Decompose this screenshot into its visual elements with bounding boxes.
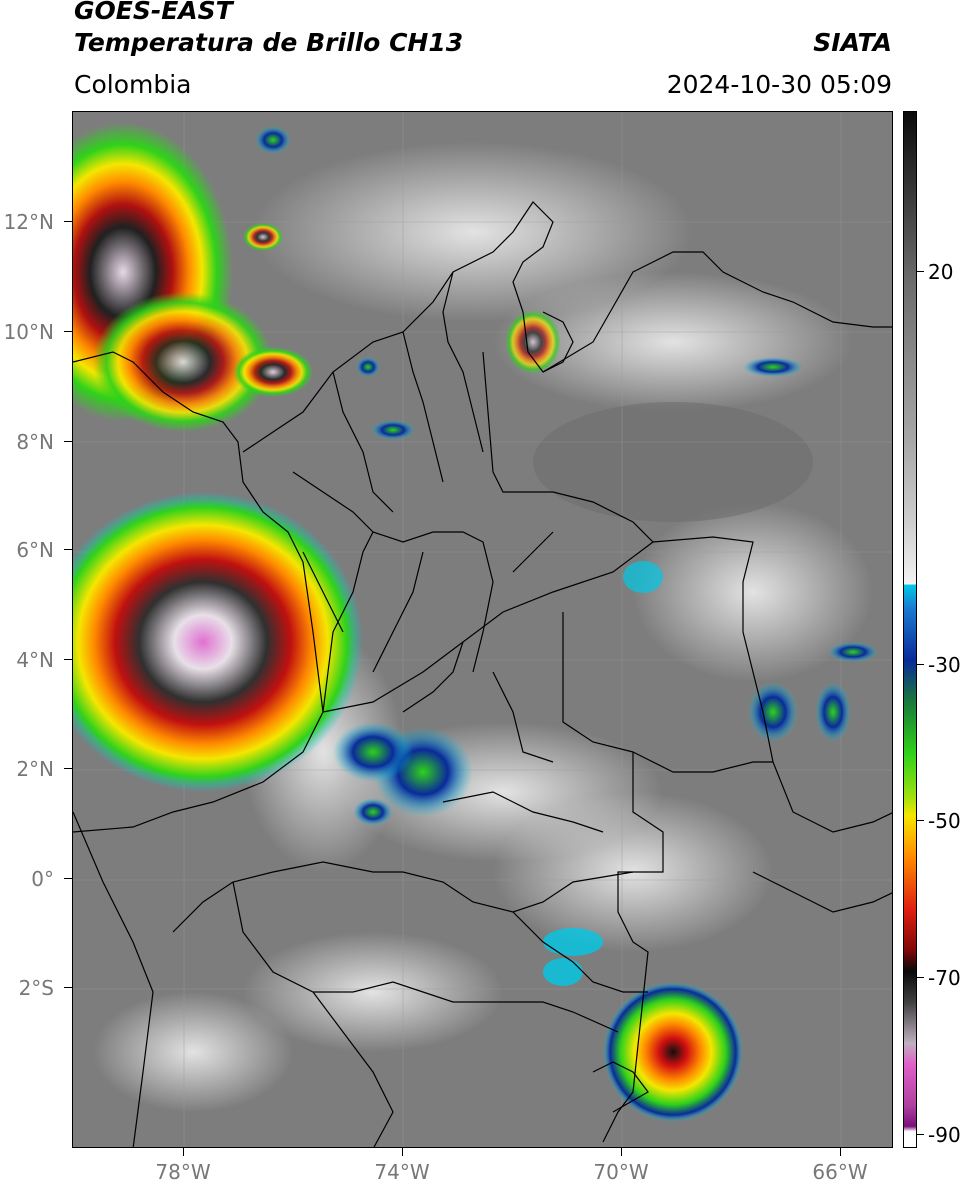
lat-label-8n: 8°N: [16, 430, 54, 454]
storm-cell: [243, 223, 283, 251]
lat-label-4n: 4°N: [16, 648, 54, 672]
storm-cell: [815, 682, 851, 742]
storm-cell: [255, 126, 291, 154]
colorbar-tick: [917, 664, 924, 665]
storm-cell: [333, 722, 413, 782]
colorbar-tick: [917, 1134, 924, 1135]
lat-tick: [64, 549, 72, 550]
lat-label-2n: 2°N: [16, 757, 54, 781]
cloud-band: [243, 932, 503, 1052]
product-title: Temperatura de Brillo CH13: [74, 28, 464, 57]
lon-label-70w: 70°W: [593, 1160, 649, 1184]
cloud-band: [493, 272, 853, 412]
lat-label-6n: 6°N: [16, 538, 54, 562]
lat-tick: [64, 221, 72, 222]
cloud-band: [253, 142, 693, 322]
lon-tick: [621, 1148, 622, 1156]
timestamp-label: 2024-10-30 05:09: [666, 70, 892, 99]
lat-tick: [64, 659, 72, 660]
colorbar-label-neg90: -90: [928, 1123, 961, 1147]
satellite-title: GOES-EAST: [74, 0, 233, 25]
storm-guajira: [505, 310, 561, 374]
colorbar-label-neg30: -30: [928, 653, 961, 677]
storm-cell: [748, 682, 798, 742]
colorbar-label-neg70: -70: [928, 966, 961, 990]
clear-patch: [533, 402, 813, 522]
lat-label-10n: 10°N: [3, 320, 54, 344]
storm-amazon: [603, 982, 743, 1122]
colorbar-tick: [917, 977, 924, 978]
storm-cell: [828, 642, 878, 662]
lat-tick: [64, 987, 72, 988]
region-label: Colombia: [74, 70, 192, 99]
storm-cell: [543, 958, 583, 986]
borders: [73, 201, 892, 1147]
lat-label-0: 0°: [31, 867, 54, 891]
lon-label-78w: 78°W: [155, 1160, 211, 1184]
storm-cell: [543, 928, 603, 956]
lon-label-74w: 74°W: [374, 1160, 430, 1184]
colorbar-tick: [917, 820, 924, 821]
lon-tick: [402, 1148, 403, 1156]
lat-tick: [64, 878, 72, 879]
cloud-band: [93, 992, 293, 1112]
lon-label-66w: 66°W: [812, 1160, 868, 1184]
colorbar-label-20: 20: [928, 260, 954, 284]
storm-caribbean-sw: [93, 292, 273, 432]
brand-label: SIATA: [813, 28, 892, 57]
lon-tick: [840, 1148, 841, 1156]
lat-tick: [64, 768, 72, 769]
storm-cell: [353, 798, 393, 826]
storm-cell: [233, 347, 313, 397]
temperature-colorbar: [903, 111, 917, 1148]
map-canvas: [73, 112, 892, 1147]
storm-pacific: [73, 492, 363, 792]
colorbar-tick: [917, 271, 924, 272]
lat-label-12n: 12°N: [3, 210, 54, 234]
colorbar-label-neg50: -50: [928, 809, 961, 833]
lat-label-2s: 2°S: [18, 976, 54, 1000]
storm-cell: [356, 357, 380, 377]
lat-tick: [64, 441, 72, 442]
satellite-map: [72, 111, 893, 1148]
storm-cell: [743, 357, 803, 377]
cloud-band: [633, 502, 873, 682]
lon-tick: [183, 1148, 184, 1156]
storm-cell: [623, 561, 663, 593]
lat-tick: [64, 331, 72, 332]
storm-cell: [371, 420, 415, 440]
